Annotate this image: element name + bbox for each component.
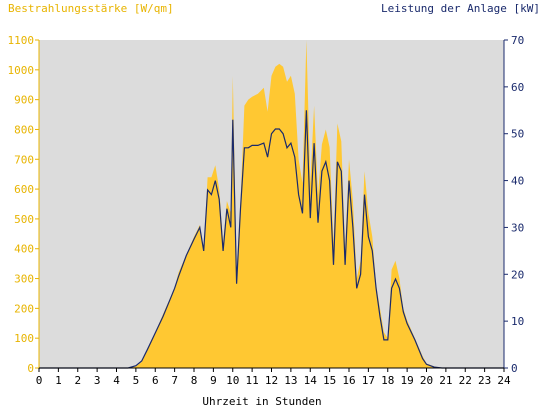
y-left-tick-label: 300: [14, 273, 34, 286]
x-tick-label: 22: [459, 374, 472, 387]
x-tick-label: 1: [55, 374, 62, 387]
y-right-tick-label: 20: [511, 268, 524, 281]
series-power-line: [39, 110, 504, 369]
left-axis-label: Bestrahlungsstärke [W/qm]: [8, 2, 174, 15]
x-tick-label: 8: [191, 374, 198, 387]
y-right-tick-label: 70: [511, 34, 524, 47]
y-right-tick-label: 40: [511, 175, 524, 188]
x-tick-label: 6: [152, 374, 159, 387]
series-layer: [39, 40, 504, 369]
y-left-tick-label: 1000: [8, 64, 35, 77]
x-tick-label: 5: [133, 374, 140, 387]
x-tick-label: 7: [171, 374, 178, 387]
x-tick-label: 3: [94, 374, 101, 387]
x-tick-label: 20: [420, 374, 433, 387]
y-left-tick-label: 100: [14, 332, 34, 345]
x-axis-label: Uhrzeit in Stunden: [202, 395, 321, 408]
y-left-tick-label: 200: [14, 302, 34, 315]
x-tick-label: 12: [265, 374, 278, 387]
x-tick-label: 2: [74, 374, 81, 387]
x-tick-label: 23: [478, 374, 491, 387]
x-tick-label: 17: [362, 374, 375, 387]
y-left-tick-label: 400: [14, 243, 34, 256]
y-left-tick-label: 800: [14, 123, 34, 136]
x-tick-label: 4: [113, 374, 120, 387]
x-tick-label: 19: [401, 374, 414, 387]
x-tick-label: 16: [342, 374, 355, 387]
x-tick-label: 11: [246, 374, 259, 387]
x-tick-label: 9: [210, 374, 217, 387]
y-left-tick-label: 700: [14, 153, 34, 166]
y-left-tick-label: 600: [14, 183, 34, 196]
y-right-tick-label: 10: [511, 315, 524, 328]
x-tick-label: 24: [497, 374, 511, 387]
x-tick-label: 14: [304, 374, 318, 387]
x-tick-label: 15: [323, 374, 336, 387]
right-axis-label: Leistung der Anlage [kW]: [381, 2, 540, 15]
y-right-tick-label: 30: [511, 221, 524, 234]
series-irradiance-area: [39, 40, 504, 368]
x-tick-label: 18: [381, 374, 394, 387]
y-right-tick-label: 50: [511, 128, 524, 141]
y-left-tick-label: 500: [14, 213, 34, 226]
y-left-tick-label: 1100: [8, 34, 35, 47]
x-tick-label: 21: [439, 374, 452, 387]
y-right-tick-label: 0: [511, 362, 518, 375]
x-tick-label: 10: [226, 374, 239, 387]
axes-layer: 0100200300400500600700800900100011000102…: [8, 34, 525, 387]
y-right-tick-label: 60: [511, 81, 524, 94]
y-left-tick-label: 900: [14, 94, 34, 107]
x-tick-label: 0: [36, 374, 43, 387]
x-tick-label: 13: [284, 374, 297, 387]
y-left-tick-label: 0: [27, 362, 34, 375]
